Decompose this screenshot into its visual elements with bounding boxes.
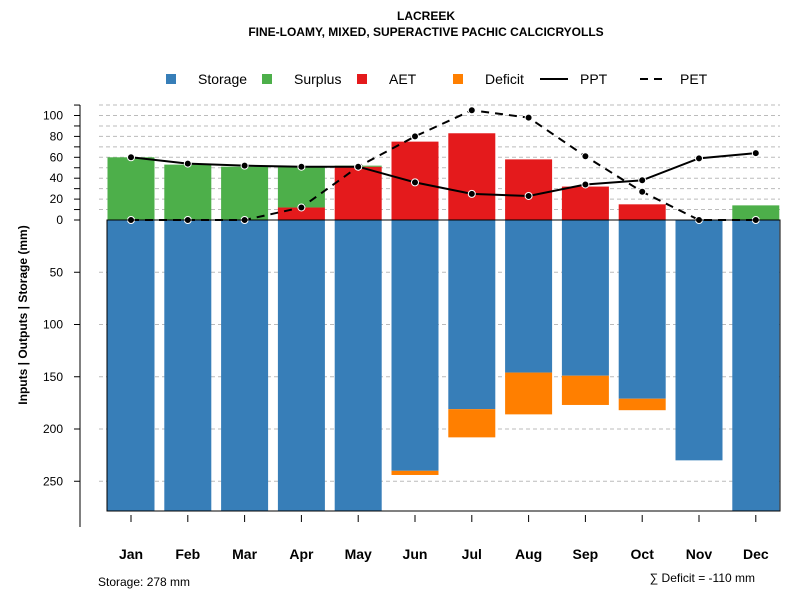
surplus-bar [107,157,155,220]
aet-bar [334,166,382,220]
storage-bar [618,220,666,399]
y-tick-label: 40 [50,171,64,185]
ppt-point [638,176,647,185]
y-tick-label: 60 [50,150,64,164]
ppt-point [467,189,476,198]
aet-bar [448,133,496,220]
aet-bar [505,159,553,220]
legend-swatch-surplus [262,74,272,84]
y-tick-label: 20 [50,192,64,206]
deficit-bar [561,375,609,405]
legend-label-aet: AET [389,71,417,87]
pet-point [524,113,533,122]
x-tick-label: Oct [631,546,655,562]
ppt-point [581,180,590,189]
surplus-bar [221,166,269,220]
storage-bar [164,220,212,511]
legend-swatch-deficit [453,74,463,84]
surplus-bar [277,166,325,208]
legend-label-storage: Storage [198,71,247,87]
deficit-bar [448,409,496,438]
y-tick-label: 50 [50,265,64,279]
x-tick-label: Apr [289,546,314,562]
chart-title: LACREEK [397,9,455,23]
deficit-bar [505,372,553,415]
x-tick-label: Jun [403,546,428,562]
ppt-line [130,152,756,197]
storage-bar [391,220,439,471]
storage-bar [334,220,382,511]
legend-label-surplus: Surplus [294,71,341,87]
x-tick-label: Jan [119,546,143,562]
legend-label-ppt: PPT [580,71,608,87]
deficit-footer: ∑ Deficit = -110 mm [650,571,755,585]
ppt-point [127,153,135,162]
x-tick-label: Feb [175,546,200,562]
surplus-bar [732,205,780,220]
x-tick-label: Dec [743,546,769,562]
x-tick-label: Sep [573,546,599,562]
x-tick-label: Jul [462,546,482,562]
legend-swatch-aet [357,74,367,84]
y-tick-label: 200 [43,422,63,436]
storage-footer: Storage: 278 mm [98,575,190,589]
y-tick-label: 100 [43,109,63,123]
storage-bar [561,220,609,376]
x-tick-label: Nov [686,546,713,562]
pet-point [581,152,590,161]
storage-bar [505,220,553,373]
x-tick-label: May [345,546,372,562]
pet-point [638,187,647,196]
storage-bar [675,220,723,461]
storage-bar [732,220,780,511]
legend-swatch-storage [166,74,176,84]
chart-subtitle: FINE-LOAMY, MIXED, SUPERACTIVE PACHIC CA… [248,25,603,39]
pet-point [297,203,306,212]
deficit-bar [391,470,439,475]
storage-bar [107,220,155,511]
ppt-point [411,178,419,187]
x-tick-label: Aug [515,546,542,562]
ppt-point [183,159,192,168]
aet-bar [561,186,609,220]
y-tick-label: 250 [43,474,63,488]
deficit-bar [618,398,666,411]
legend-label-pet: PET [680,71,708,87]
plot-frame [106,219,781,512]
y-axis-label: Inputs | Outputs | Storage (mm) [16,225,30,404]
ppt-point [695,154,703,163]
storage-bar [221,220,269,511]
pet-point [411,132,419,141]
x-tick-label: Mar [232,546,257,562]
aet-bar [618,204,666,220]
ppt-point [751,149,760,158]
storage-bar [277,220,325,511]
y-tick-label: 150 [43,370,63,384]
pet-point [467,106,476,115]
legend-label-deficit: Deficit [485,71,524,87]
ppt-point [297,162,306,171]
surplus-bar [164,164,212,220]
y-tick-label: 100 [43,318,63,332]
ppt-point [354,162,363,171]
ppt-point [240,161,249,170]
y-tick-label: 80 [50,129,64,143]
y-tick-label: 0 [56,213,63,227]
storage-bar [448,220,496,410]
ppt-point [524,191,533,200]
